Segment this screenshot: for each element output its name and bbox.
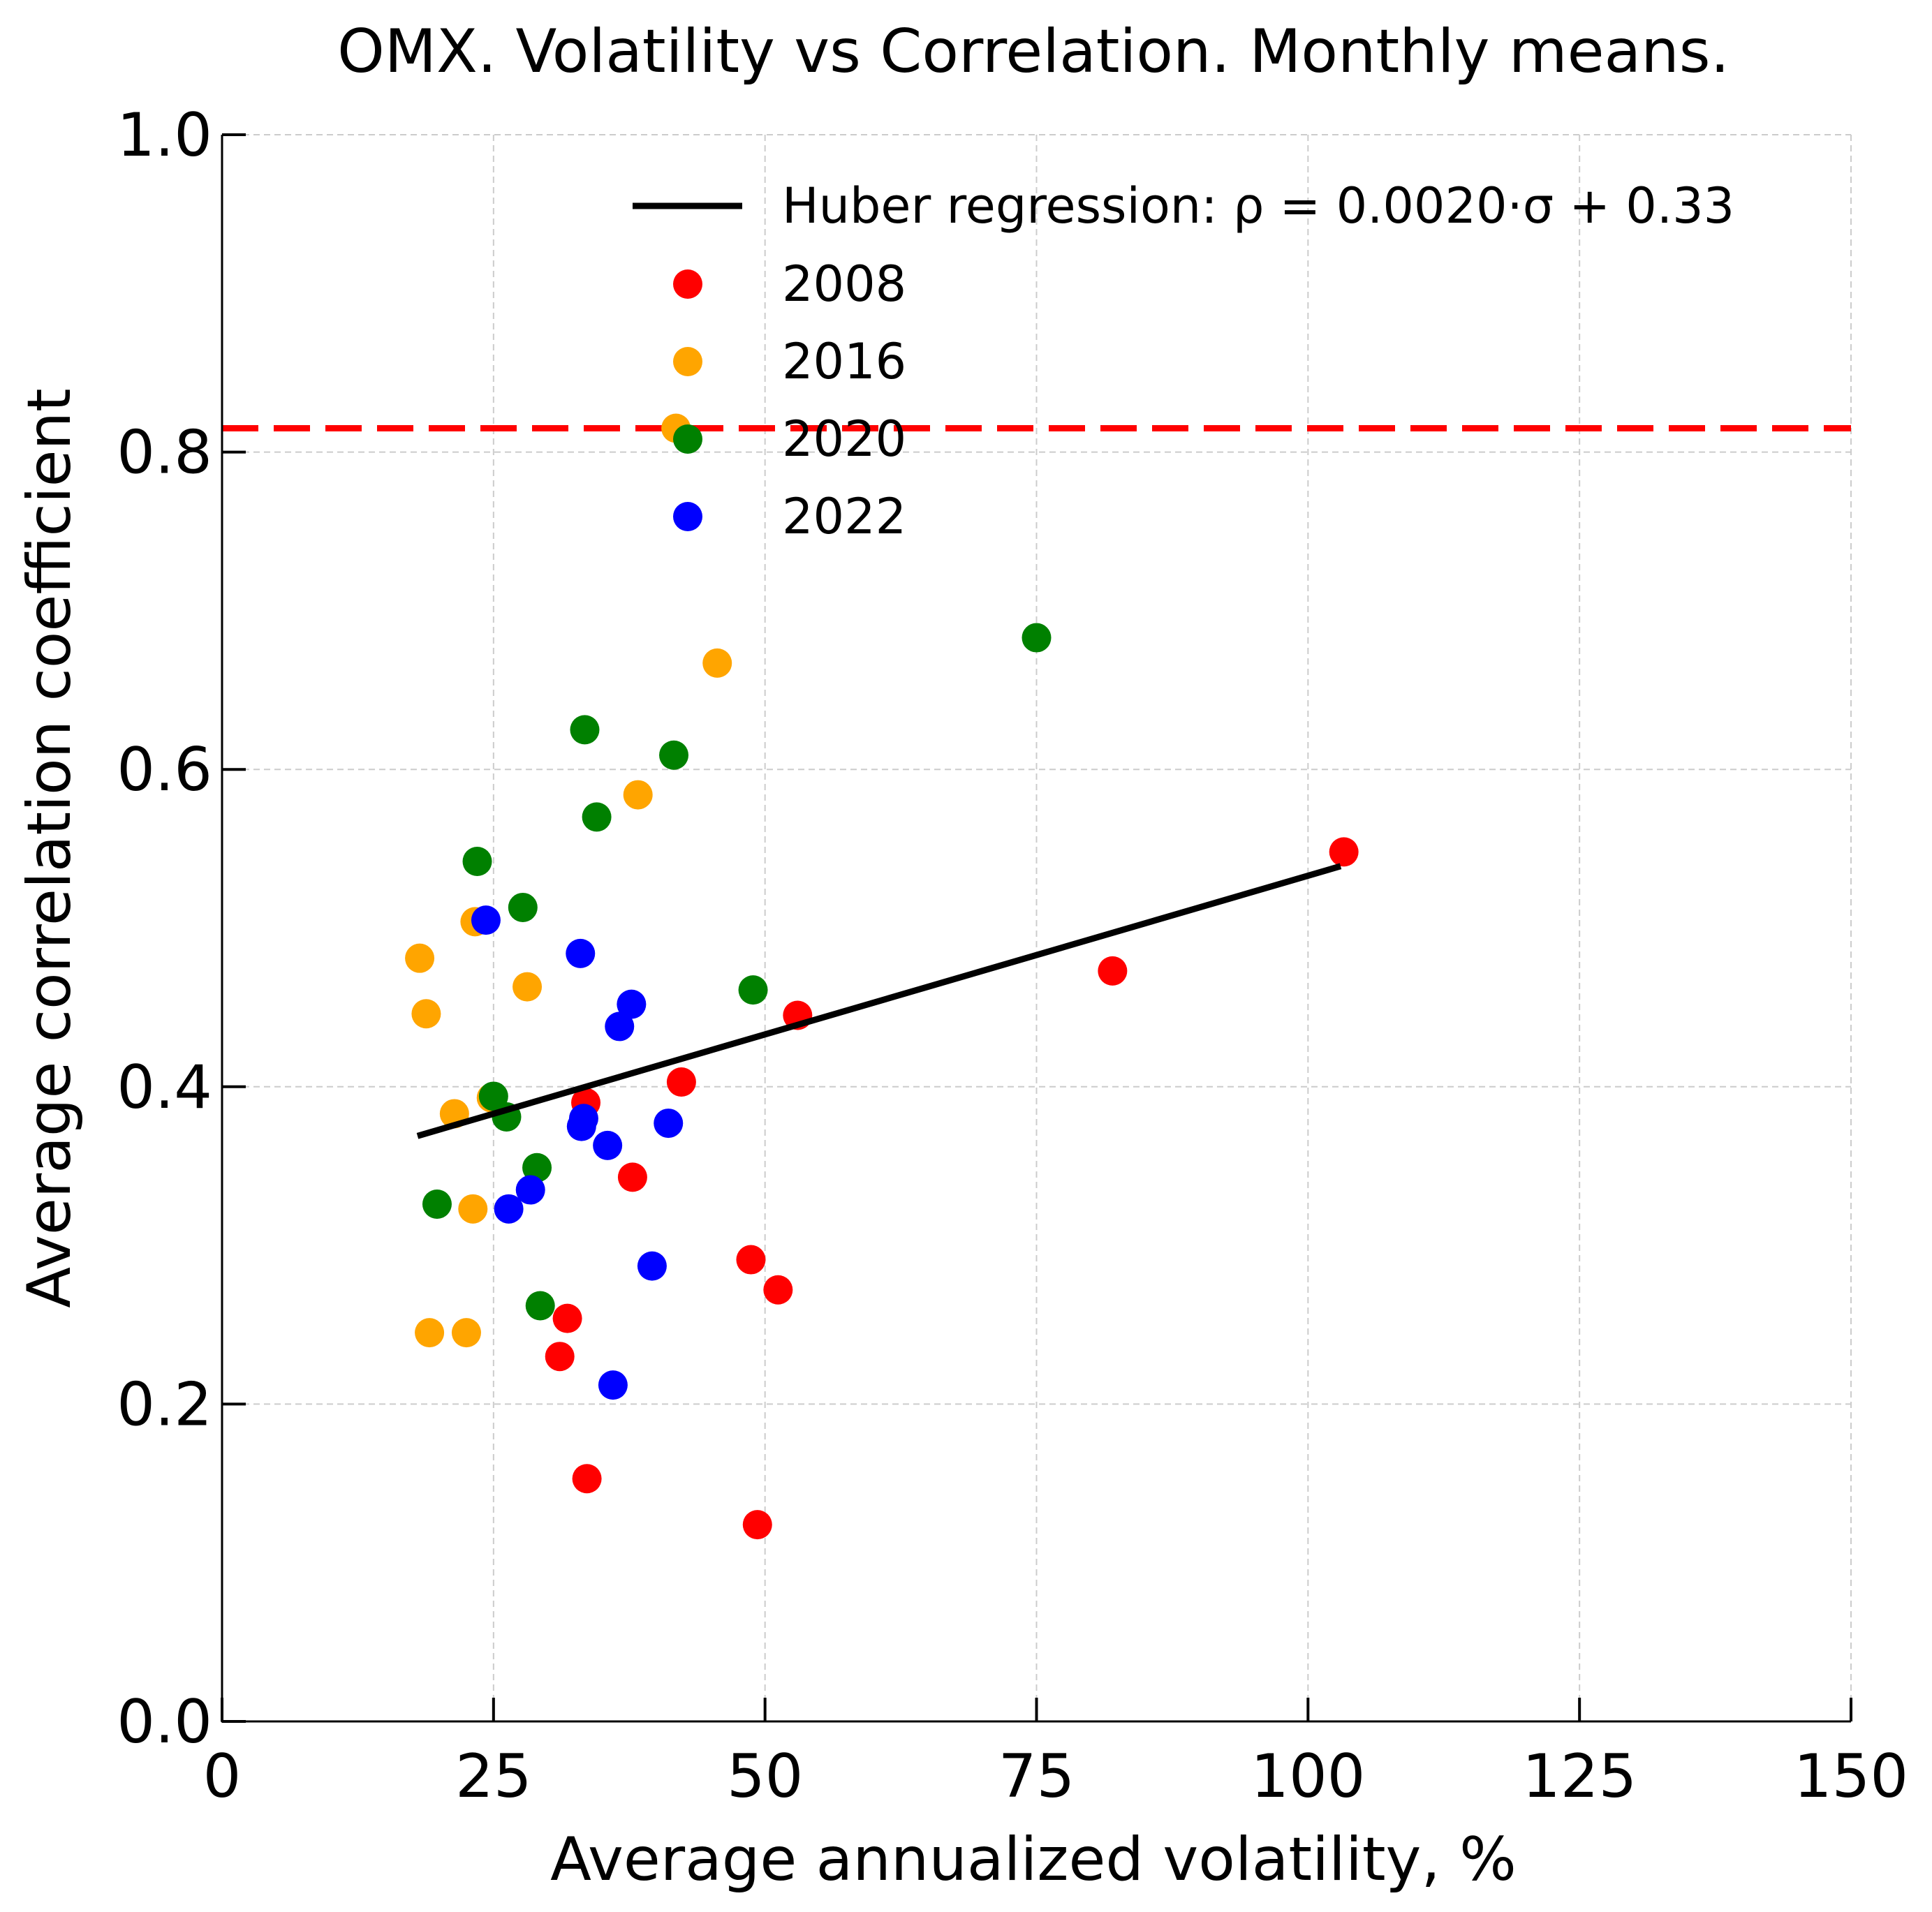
data-point-2022 [654,1109,684,1139]
data-point-2022 [598,1370,628,1400]
data-point-2008 [545,1342,575,1372]
legend-label-2022: 2022 [782,488,906,545]
x-tick-label: 25 [455,1742,531,1811]
grid [222,134,1852,1721]
x-tick-label: 75 [998,1742,1075,1811]
data-point-2022 [617,989,647,1019]
data-point-2008 [1329,837,1359,867]
legend-swatch-2020 [673,424,702,454]
data-point-2016 [415,1318,445,1348]
data-point-2022 [515,1175,545,1205]
legend-swatch-2016 [673,347,702,376]
data-point-2020 [570,715,600,745]
y-axis-label: Average correlation coefficient [15,388,84,1308]
data-point-2016 [451,1318,481,1348]
y-tick-label: 0.4 [117,1053,212,1122]
x-tick-label: 100 [1251,1742,1365,1811]
data-point-2008 [742,1510,772,1540]
data-point-2008 [666,1067,696,1097]
x-tick-label: 125 [1522,1742,1637,1811]
data-point-2016 [513,972,543,1002]
y-tick-label: 0.6 [117,735,212,805]
regression-line [416,863,1342,1139]
data-point-2020 [508,892,538,922]
legend-label-2020: 2020 [782,410,906,468]
data-point-2022 [566,1111,596,1141]
data-point-2008 [763,1275,793,1305]
data-point-2022 [566,938,596,968]
data-point-2020 [462,847,492,877]
x-tick-label: 0 [203,1742,242,1811]
data-point-2008 [1098,956,1128,986]
data-point-2016 [702,648,732,678]
data-point-2020 [582,802,612,832]
regression-line-layer [416,863,1342,1139]
x-tick-label: 50 [727,1742,803,1811]
data-point-2020 [738,975,768,1005]
y-tick-label: 1.0 [117,101,212,170]
data-point-2020 [525,1291,555,1321]
x-axis-label: Average annualized volatility, % [550,1825,1517,1895]
data-point-2008 [552,1303,582,1333]
tick-labels: 0 25 50 75 100 125 150 0.0 0.2 0.4 0.6 0.8 1.0 [117,101,1908,1811]
data-point-2008 [572,1464,602,1494]
y-tick-label: 0.8 [117,418,212,488]
data-point-2008 [736,1245,766,1275]
x-tick-label: 150 [1794,1742,1908,1811]
chart-title: OMX. Volatility vs Correlation. Monthly … [337,17,1730,87]
data-point-2016 [623,780,653,810]
data-point-2020 [422,1190,452,1220]
legend-regression-label: Huber regression: ρ = 0.0020·σ + 0.33 [782,177,1734,235]
y-tick-label: 0.2 [117,1370,212,1439]
legend-label-2008: 2008 [782,255,906,313]
data-point-2022 [494,1194,524,1224]
data-point-2020 [522,1153,552,1183]
data-point-2020 [659,740,689,770]
y-tick-label: 0.0 [117,1687,212,1757]
legend-swatch-2022 [673,502,702,531]
data-point-2022 [471,905,501,935]
data-point-2022 [593,1130,623,1160]
legend-label-2016: 2016 [782,333,906,390]
data-point-2016 [411,999,441,1029]
data-point-2020 [1022,623,1052,653]
tick-marks [221,133,1852,1723]
data-point-2022 [637,1251,667,1281]
legend-swatch-2008 [673,269,702,299]
data-point-2016 [458,1194,488,1224]
data-point-2016 [405,943,435,973]
legend: Huber regression: ρ = 0.0020·σ + 0.33 200… [633,177,1734,545]
data-point-2022 [605,1011,635,1042]
data-point-2008 [617,1162,647,1192]
